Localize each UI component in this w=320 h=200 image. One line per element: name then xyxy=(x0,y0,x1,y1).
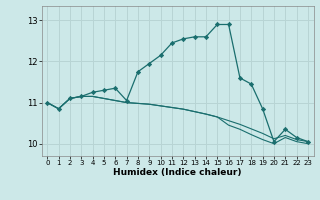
X-axis label: Humidex (Indice chaleur): Humidex (Indice chaleur) xyxy=(113,168,242,177)
